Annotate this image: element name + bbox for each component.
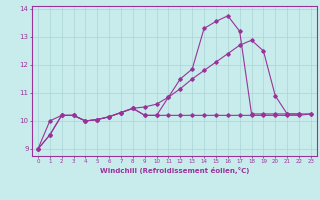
X-axis label: Windchill (Refroidissement éolien,°C): Windchill (Refroidissement éolien,°C) — [100, 167, 249, 174]
